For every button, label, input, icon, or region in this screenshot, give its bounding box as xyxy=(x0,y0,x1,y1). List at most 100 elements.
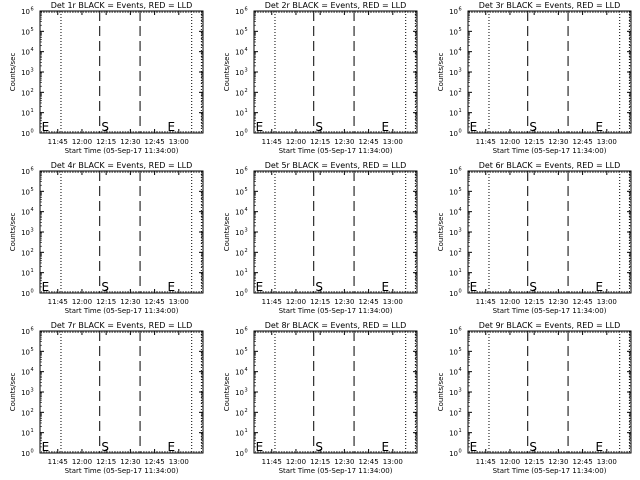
x-tick-label: 12:00 xyxy=(72,458,92,466)
y-tick-label: 10 xyxy=(449,28,458,36)
y-tick-label: 10 xyxy=(449,249,458,257)
y-tick-exponent: 2 xyxy=(245,88,248,94)
y-tick-label: 10 xyxy=(235,168,244,176)
y-tick-label: 10 xyxy=(449,229,458,237)
chart-title: Det 6r BLACK = Events, RED = LLD xyxy=(479,161,621,170)
y-tick-exponent: 4 xyxy=(31,367,34,373)
x-tick-label: 12:45 xyxy=(572,138,592,146)
x-tick-label: 11:45 xyxy=(262,298,282,306)
y-axis-label: Counts/sec xyxy=(223,373,231,412)
y-tick-label: 10 xyxy=(235,8,244,16)
y-tick-label: 10 xyxy=(235,409,244,417)
y-tick-exponent: 0 xyxy=(245,449,248,455)
y-tick-exponent: 5 xyxy=(459,27,462,33)
y-tick-label: 10 xyxy=(235,450,244,458)
x-tick-label: 12:15 xyxy=(96,138,116,146)
marker-label: E xyxy=(167,280,175,294)
x-tick-label: 12:15 xyxy=(524,458,544,466)
marker-label: E xyxy=(167,120,175,134)
chart-title: Det 3r BLACK = Events, RED = LLD xyxy=(479,1,621,10)
y-tick-label: 10 xyxy=(21,49,30,57)
x-tick-label: 12:30 xyxy=(548,138,568,146)
y-tick-exponent: 0 xyxy=(245,129,248,135)
y-tick-exponent: 4 xyxy=(459,367,462,373)
y-tick-exponent: 6 xyxy=(459,7,462,13)
x-tick-label: 13:00 xyxy=(597,298,617,306)
y-tick-exponent: 4 xyxy=(31,207,34,213)
marker-label: E xyxy=(42,440,50,454)
marker-label: E xyxy=(167,440,175,454)
y-tick-label: 10 xyxy=(21,188,30,196)
x-tick-label: 12:30 xyxy=(120,138,140,146)
y-tick-exponent: 3 xyxy=(245,388,248,394)
x-tick-label: 12:15 xyxy=(310,298,330,306)
y-tick-label: 10 xyxy=(235,130,244,138)
y-tick-exponent: 5 xyxy=(245,27,248,33)
y-tick-exponent: 1 xyxy=(31,428,34,434)
marker-label: E xyxy=(470,280,478,294)
y-tick-exponent: 5 xyxy=(31,27,34,33)
x-tick-label: 12:30 xyxy=(548,298,568,306)
y-axis-label: Counts/sec xyxy=(437,213,445,252)
y-tick-label: 10 xyxy=(21,8,30,16)
plot-frame xyxy=(39,330,204,454)
y-tick-exponent: 1 xyxy=(459,268,462,274)
marker-label: S xyxy=(315,280,323,294)
y-tick-label: 10 xyxy=(21,209,30,217)
y-tick-exponent: 4 xyxy=(245,207,248,213)
x-tick-label: 12:15 xyxy=(96,298,116,306)
y-tick-label: 10 xyxy=(235,290,244,298)
y-axis-label: Counts/sec xyxy=(223,53,231,92)
y-tick-label: 10 xyxy=(235,89,244,97)
chart-title: Det 4r BLACK = Events, RED = LLD xyxy=(51,161,193,170)
y-tick-label: 10 xyxy=(21,409,30,417)
y-tick-label: 10 xyxy=(235,110,244,118)
x-tick-label: 12:00 xyxy=(72,298,92,306)
x-tick-label: 11:45 xyxy=(48,298,68,306)
y-tick-exponent: 3 xyxy=(31,68,34,74)
plot-frame xyxy=(253,170,418,294)
y-tick-label: 10 xyxy=(449,209,458,217)
plot-frame xyxy=(253,10,418,134)
marker-label: E xyxy=(256,280,264,294)
marker-label: E xyxy=(42,120,50,134)
y-tick-label: 10 xyxy=(449,270,458,278)
marker-label: E xyxy=(595,280,603,294)
y-tick-exponent: 1 xyxy=(31,108,34,114)
y-tick-label: 10 xyxy=(235,209,244,217)
x-tick-label: 12:45 xyxy=(572,298,592,306)
y-tick-label: 10 xyxy=(235,28,244,36)
y-tick-label: 10 xyxy=(235,188,244,196)
x-tick-label: 12:00 xyxy=(72,138,92,146)
x-tick-label: 11:45 xyxy=(476,458,496,466)
x-tick-label: 12:00 xyxy=(286,458,306,466)
plot-frame xyxy=(467,10,632,134)
y-tick-exponent: 4 xyxy=(459,47,462,53)
x-tick-label: 12:30 xyxy=(334,458,354,466)
y-tick-label: 10 xyxy=(21,328,30,336)
y-tick-label: 10 xyxy=(449,290,458,298)
y-axis-label: Counts/sec xyxy=(9,53,17,92)
x-tick-label: 12:45 xyxy=(144,138,164,146)
y-tick-label: 10 xyxy=(449,430,458,438)
y-tick-exponent: 6 xyxy=(245,7,248,13)
x-tick-label: 13:00 xyxy=(169,458,189,466)
y-tick-exponent: 1 xyxy=(245,428,248,434)
marker-label: S xyxy=(529,440,537,454)
y-axis-label: Counts/sec xyxy=(9,213,17,252)
y-tick-label: 10 xyxy=(21,89,30,97)
y-axis-label: Counts/sec xyxy=(437,373,445,412)
y-tick-label: 10 xyxy=(21,249,30,257)
y-tick-label: 10 xyxy=(449,110,458,118)
y-tick-label: 10 xyxy=(449,409,458,417)
y-tick-label: 10 xyxy=(235,369,244,377)
x-axis-label: Start Time (05-Sep-17 11:34:00) xyxy=(493,467,607,475)
chart-title: Det 7r BLACK = Events, RED = LLD xyxy=(51,321,193,330)
y-tick-label: 10 xyxy=(235,229,244,237)
y-tick-label: 10 xyxy=(235,49,244,57)
x-tick-label: 11:45 xyxy=(476,138,496,146)
y-tick-label: 10 xyxy=(21,450,30,458)
